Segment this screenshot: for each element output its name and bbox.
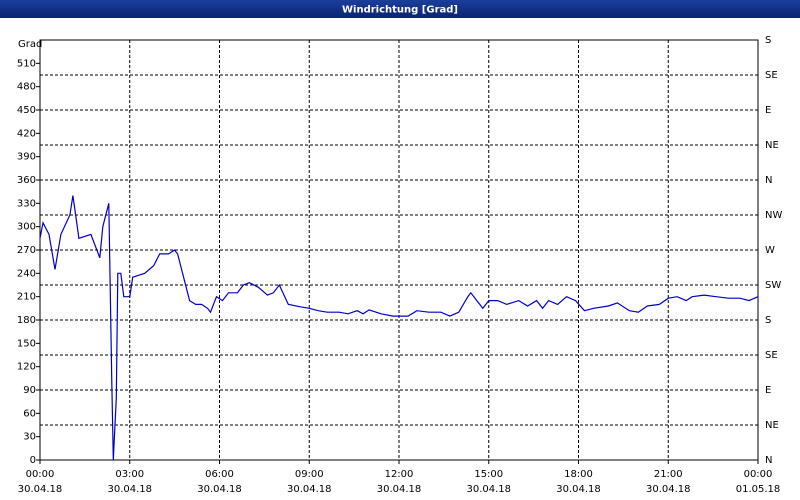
y-tick-label: 60 [23,408,36,419]
x-tick-date: 30.04.18 [646,484,691,495]
y2-tick-label: E [765,385,771,396]
y-tick-label: 180 [17,315,36,326]
y2-tick-label: NW [765,210,782,221]
x-tick-date: 30.04.18 [197,484,242,495]
x-tick-date: 30.04.18 [107,484,152,495]
y-tick-label: 480 [17,82,36,93]
y-tick-label: 360 [17,175,36,186]
x-tick-date: 01.05.18 [736,484,781,495]
y-tick-label: 390 [17,152,36,163]
x-tick-label: 00:00 [26,469,55,480]
x-tick-label: 12:00 [385,469,414,480]
y-tick-label: 270 [17,245,36,256]
chart-title: Windrichtung [Grad] [342,5,458,16]
y-tick-label: 150 [17,338,36,349]
y-tick-label: 0 [30,455,36,466]
x-tick-label: 00:00 [744,469,773,480]
y-tick-label: 120 [17,362,36,373]
y2-tick-label: SE [765,70,778,81]
x-tick-date: 30.04.18 [556,484,601,495]
y2-tick-label: N [765,455,772,466]
y-tick-label: 420 [17,128,36,139]
x-tick-date: 30.04.18 [377,484,422,495]
x-tick-date: 30.04.18 [18,484,63,495]
y2-tick-label: S [765,35,771,46]
y-tick-label: 330 [17,198,36,209]
x-tick-label: 21:00 [654,469,683,480]
data-line [39,195,759,461]
y2-tick-label: E [765,105,771,116]
y-axis-label: Grad [18,39,42,50]
y-tick-label: 300 [17,222,36,233]
y2-tick-label: NE [765,420,779,431]
x-tick-label: 18:00 [564,469,593,480]
y-tick-label: 240 [17,268,36,279]
y2-tick-label: NE [765,140,779,151]
x-tick-date: 30.04.18 [466,484,511,495]
x-tick-date: 30.04.18 [287,484,332,495]
y2-tick-label: SE [765,350,778,361]
y-tick-label: 210 [17,292,36,303]
y-tick-label: 510 [17,58,36,69]
y-tick-label: 30 [23,432,36,443]
x-tick-label: 06:00 [205,469,234,480]
y-tick-label: 90 [23,385,36,396]
y2-tick-label: S [765,315,771,326]
y2-tick-label: SW [765,280,781,291]
x-tick-label: 03:00 [115,469,144,480]
title-bar [0,0,800,18]
y2-tick-label: W [765,245,775,256]
x-tick-label: 09:00 [295,469,324,480]
y-tick-label: 450 [17,105,36,116]
x-tick-label: 15:00 [474,469,503,480]
y2-tick-label: N [765,175,772,186]
